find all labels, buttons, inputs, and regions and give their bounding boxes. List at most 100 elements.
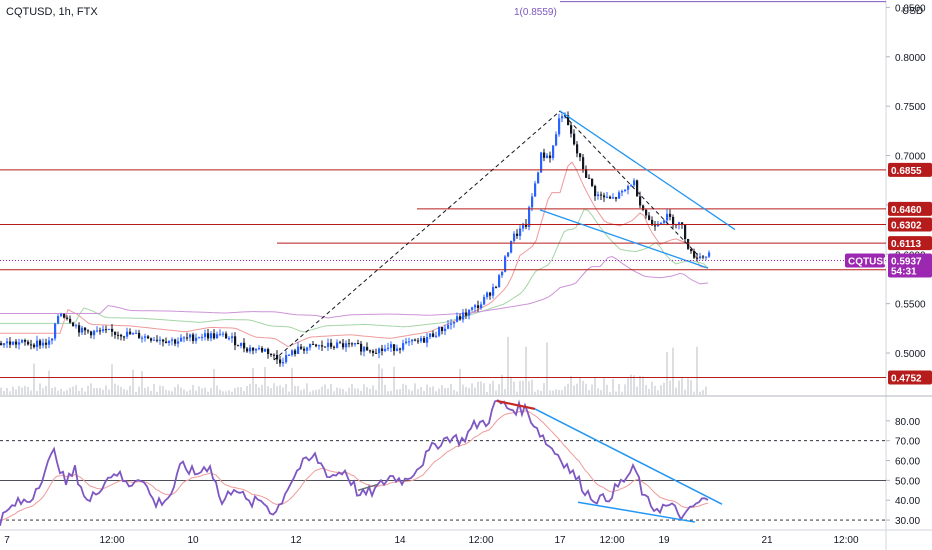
level-tag-label: 0.6855	[891, 166, 922, 177]
candle-body	[558, 118, 561, 135]
candle-body	[450, 323, 453, 325]
volume-bar	[402, 383, 404, 395]
volume-bar	[447, 388, 449, 395]
candle-body	[384, 348, 387, 351]
volume-bar	[96, 388, 98, 395]
time-tick-label: 14	[394, 535, 406, 546]
level-tag	[888, 236, 932, 251]
volume-bar	[51, 387, 53, 395]
candle-body	[393, 344, 396, 351]
currency-label: USD	[902, 6, 923, 17]
last-price-label: 0.5937	[891, 257, 922, 268]
volume-bar	[696, 346, 698, 395]
candle-body	[108, 328, 111, 330]
volume-bar	[585, 383, 587, 395]
volume-bar	[609, 391, 611, 395]
candle-body	[141, 337, 144, 339]
candle-body	[396, 348, 399, 351]
candle-body	[381, 348, 384, 351]
volume-bar	[501, 374, 503, 395]
time-tick-label: 12:00	[468, 535, 493, 546]
candle-body	[636, 180, 639, 197]
volume-bar	[225, 391, 227, 395]
candle-body	[288, 354, 291, 356]
volume-bar	[627, 378, 629, 395]
candle-body	[333, 346, 336, 348]
volume-bar	[477, 381, 479, 395]
candle-body	[666, 213, 669, 221]
candle-body	[411, 339, 414, 342]
candle-body	[210, 333, 213, 339]
level-tag-label: 0.4752	[891, 374, 922, 385]
volume-bar	[591, 384, 593, 395]
volume-bar	[39, 383, 41, 395]
volume-bar	[450, 384, 452, 395]
candle-body	[408, 341, 411, 343]
rsi-tick-label: 80.00	[895, 417, 920, 428]
candle-body	[480, 304, 483, 309]
volume-bar	[537, 389, 539, 395]
volume-bar	[504, 388, 506, 395]
candle-body	[420, 338, 423, 342]
candle-body	[618, 192, 621, 199]
candle-body	[57, 315, 60, 324]
candle-body	[561, 116, 564, 119]
candle-body	[627, 186, 630, 190]
volume-bar	[678, 380, 680, 395]
candle-body	[435, 335, 438, 337]
rsi-tick-label: 40.00	[895, 496, 920, 507]
candle-body	[87, 330, 90, 332]
candle-body	[585, 169, 588, 178]
volume-bar	[534, 391, 536, 395]
candle-body	[423, 338, 426, 343]
candle-body	[318, 345, 321, 347]
volume-bar	[408, 389, 410, 395]
volume-bar	[120, 387, 122, 395]
candle-body	[492, 287, 495, 296]
candle-body	[93, 330, 96, 336]
candle-body	[342, 343, 345, 348]
candle-body	[621, 191, 624, 193]
volume-bar	[465, 387, 467, 395]
candle-body	[414, 339, 417, 341]
candle-body	[300, 346, 303, 349]
volume-bar	[426, 384, 428, 395]
wedge-upper-line	[559, 110, 736, 231]
candle-body	[345, 343, 348, 348]
candle-body	[540, 152, 543, 173]
candle-body	[258, 347, 261, 350]
candle-body	[366, 346, 369, 351]
level-tag-label: 0.6113	[891, 239, 921, 250]
candle-body	[651, 219, 654, 226]
volume-bar	[90, 383, 92, 395]
volume-bar	[30, 390, 32, 395]
symbol-tag-label: CQTUSD	[848, 257, 890, 268]
volume-bar	[441, 385, 443, 395]
volume-bar	[288, 391, 290, 395]
volume-bar	[507, 336, 509, 395]
volume-bar	[177, 384, 179, 395]
volume-bar	[150, 390, 152, 395]
volume-bar	[126, 390, 128, 395]
price-tick-label: 0.7000	[895, 152, 926, 163]
volume-bar	[72, 386, 74, 395]
candle-body	[702, 256, 705, 258]
candle-body	[177, 341, 180, 344]
volume-bar	[546, 342, 548, 395]
volume-bar	[78, 390, 80, 395]
symbol-tag	[845, 253, 885, 268]
volume-bar	[567, 383, 569, 395]
candle-body	[216, 334, 219, 339]
volume-bar	[132, 369, 134, 395]
candle-body	[33, 344, 36, 348]
volume-bar	[684, 389, 686, 395]
volume-bar	[318, 389, 320, 395]
time-tick-label: 21	[761, 535, 773, 546]
volume-bar	[531, 379, 533, 395]
volume-bar	[267, 386, 269, 395]
candle-body	[654, 225, 657, 227]
volume-bar	[438, 388, 440, 395]
candle-body	[174, 339, 177, 344]
volume-bar	[372, 385, 374, 395]
volume-bar	[87, 385, 89, 395]
